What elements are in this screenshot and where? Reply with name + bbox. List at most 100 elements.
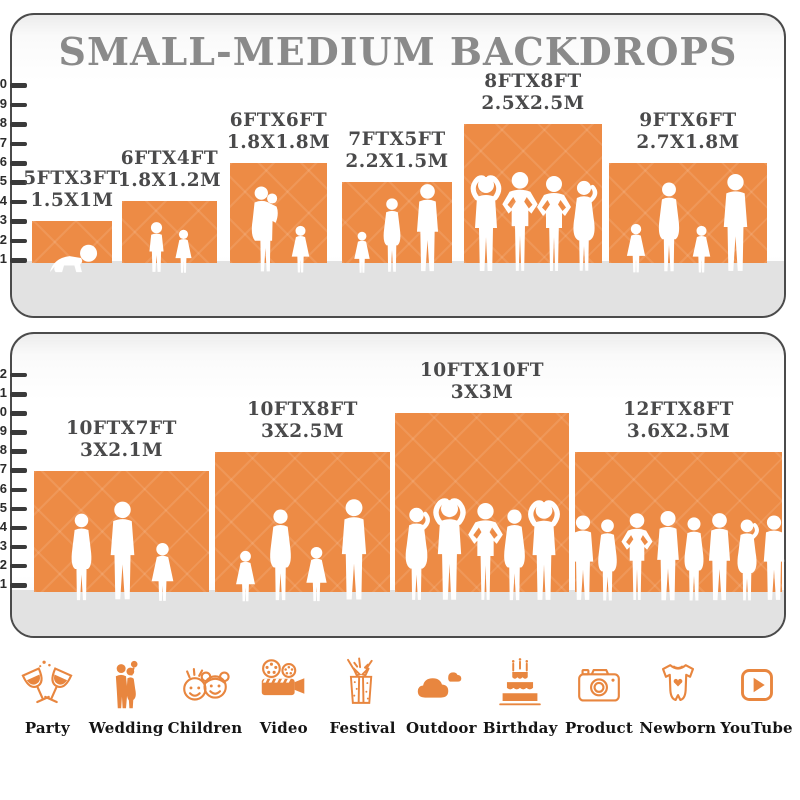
category-label: Video (259, 719, 308, 737)
ruler-tick-label: 5 (0, 499, 7, 515)
category-label: Birthday (482, 719, 558, 737)
backdrop-size-m: 1.8X1.2M (117, 170, 222, 192)
backdrop-10ftx10ft-people (395, 498, 569, 604)
backdrop-10ftx8ft-label: 10FTX8FT 3X2.5M (247, 399, 358, 443)
ruler-tick-bar (10, 487, 27, 492)
ruler-tick-bar (10, 258, 27, 263)
ruler-tick-label: 10 (0, 76, 7, 92)
person-man-silhouette (657, 510, 679, 601)
person-man-silhouette (763, 515, 785, 600)
person-man-silhouette (341, 499, 367, 600)
person-man-silhouette (723, 174, 747, 271)
backdrop-12ftx8ft-label: 12FTX8FT 3.6X2.5M (623, 399, 734, 443)
person-woman-silhouette (71, 513, 92, 601)
category-label: Wedding (88, 719, 164, 737)
ruler-tick-bar (10, 122, 27, 127)
ruler-tick-label: 11 (0, 385, 7, 400)
ruler-tick-9: 9 (0, 424, 27, 437)
backdrop-size-ft: 6FTX4FT (120, 148, 219, 170)
ruler-tick-label: 1 (0, 576, 7, 591)
ruler-tick-label: 7 (0, 134, 7, 150)
ruler-tick-bar (10, 583, 27, 588)
backdrop-size-m: 3X2.1M (80, 440, 163, 462)
category-wedding: Wedding (87, 656, 166, 737)
ruler-tick-bar (10, 563, 27, 569)
person-man-armsup-silhouette (470, 175, 501, 271)
person-man-hips-silhouette (536, 176, 571, 271)
ruler-tick-10: 10 (0, 405, 27, 418)
person-girl-silhouette (353, 231, 370, 273)
backdrop-6ftx6ft-rect (230, 163, 327, 263)
ruler-tick-bar (10, 219, 27, 224)
person-girl-silhouette (291, 225, 310, 273)
person-woman-pose-silhouette (572, 180, 597, 271)
backdrop-7ftx5ft-people (342, 183, 452, 275)
ruler-tick-label: 8 (0, 115, 7, 131)
ruler-tick-label: 4 (0, 192, 7, 208)
backdrop-size-m: 3X3M (450, 382, 514, 404)
ruler-tick-8: 8 (0, 443, 27, 456)
ruler-tick-7: 7 (0, 462, 27, 475)
ruler-tick-3: 3 (0, 539, 27, 552)
product-icon (578, 668, 620, 702)
ruler-tick-label: 9 (0, 95, 7, 111)
ruler-tick-bar (10, 506, 27, 512)
festival-icon (346, 657, 373, 704)
backdrop-5ftx3ft-rect (32, 221, 112, 263)
party-icon (21, 660, 73, 704)
ruler-tick-label: 2 (0, 556, 7, 572)
ruler-tick-bar (10, 83, 27, 88)
floor-strip (12, 261, 784, 316)
person-man-silhouette (110, 501, 135, 600)
person-girl-silhouette (174, 229, 192, 273)
backdrop-size-ft: 12FTX8FT (623, 399, 734, 421)
category-label: Children (167, 719, 243, 737)
backdrop-10ftx10ft-label: 10FTX10FT 3X3M (420, 360, 544, 404)
ruler-tick-bar (10, 161, 27, 166)
newborn-icon (661, 664, 694, 702)
ruler-tick-label: 3 (0, 212, 7, 228)
backdrop-12ftx8ft-people (572, 510, 785, 604)
ruler-tick-bar (10, 102, 27, 108)
backdrop-size-m: 2.2X1.5M (345, 151, 449, 173)
person-man-armsup-silhouette (433, 498, 466, 600)
ruler-tick-label: 1 (0, 251, 7, 266)
person-woman-silhouette (270, 509, 291, 601)
ruler-tick-label: 6 (0, 480, 7, 496)
backdrop-size-m: 1.5X1M (30, 190, 114, 212)
person-woman-pose-silhouette (737, 519, 759, 601)
category-youtube: YouTube (717, 656, 796, 737)
backdrop-size-ft: 5FTX3FT (23, 168, 121, 190)
backdrop-size-ft: 8FTX8FT (484, 71, 582, 93)
person-girl-silhouette (692, 225, 710, 273)
backdrop-size-ft: 9FTX6FT (639, 110, 737, 132)
category-festival: Festival (323, 656, 402, 737)
backdrop-5ftx3ft-label: 5FTX3FT 1.5X1M (23, 168, 120, 212)
backdrop-5ftx3ft-people (32, 241, 112, 275)
person-man-hips-silhouette (468, 503, 503, 600)
backdrop-9ftx6ft-people (609, 173, 767, 275)
person-man-silhouette (708, 513, 731, 601)
category-newborn: Newborn (638, 656, 717, 737)
person-girl-silhouette (151, 543, 174, 601)
category-birthday: Birthday (481, 656, 560, 737)
backdrop-size-m: 3X2.5M (261, 421, 344, 443)
ruler-tick-5: 5 (0, 501, 27, 514)
person-baby-silhouette (49, 244, 97, 273)
backdrop-6ftx4ft-label: 6FTX4FT 1.8X1.2M (118, 148, 221, 192)
backdrop-size-ft: 10FTX7FT (66, 418, 177, 440)
ruler-tick-5: 5 (0, 174, 27, 187)
ruler-tick-bar (10, 392, 27, 397)
ruler-tick-bar (10, 199, 27, 205)
person-man-armsup-silhouette (528, 500, 560, 600)
ruler-tick-label: 8 (0, 442, 7, 458)
ruler-tick-label: 12 (0, 365, 7, 381)
ruler-tick-2: 2 (0, 558, 27, 571)
category-row: Party Wedding Children Video Festival Outdoor… (8, 656, 796, 737)
ruler-tick-10: 10 (0, 77, 27, 90)
backdrop-size-ft: 7FTX5FT (348, 129, 446, 151)
backdrop-8ftx8ft-people (464, 171, 602, 275)
backdrop-6ftx4ft-rect (122, 201, 217, 263)
backdrop-7ftx5ft-label: 7FTX5FT 2.2X1.5M (345, 129, 448, 173)
ruler-tick-11: 11 (0, 386, 27, 399)
